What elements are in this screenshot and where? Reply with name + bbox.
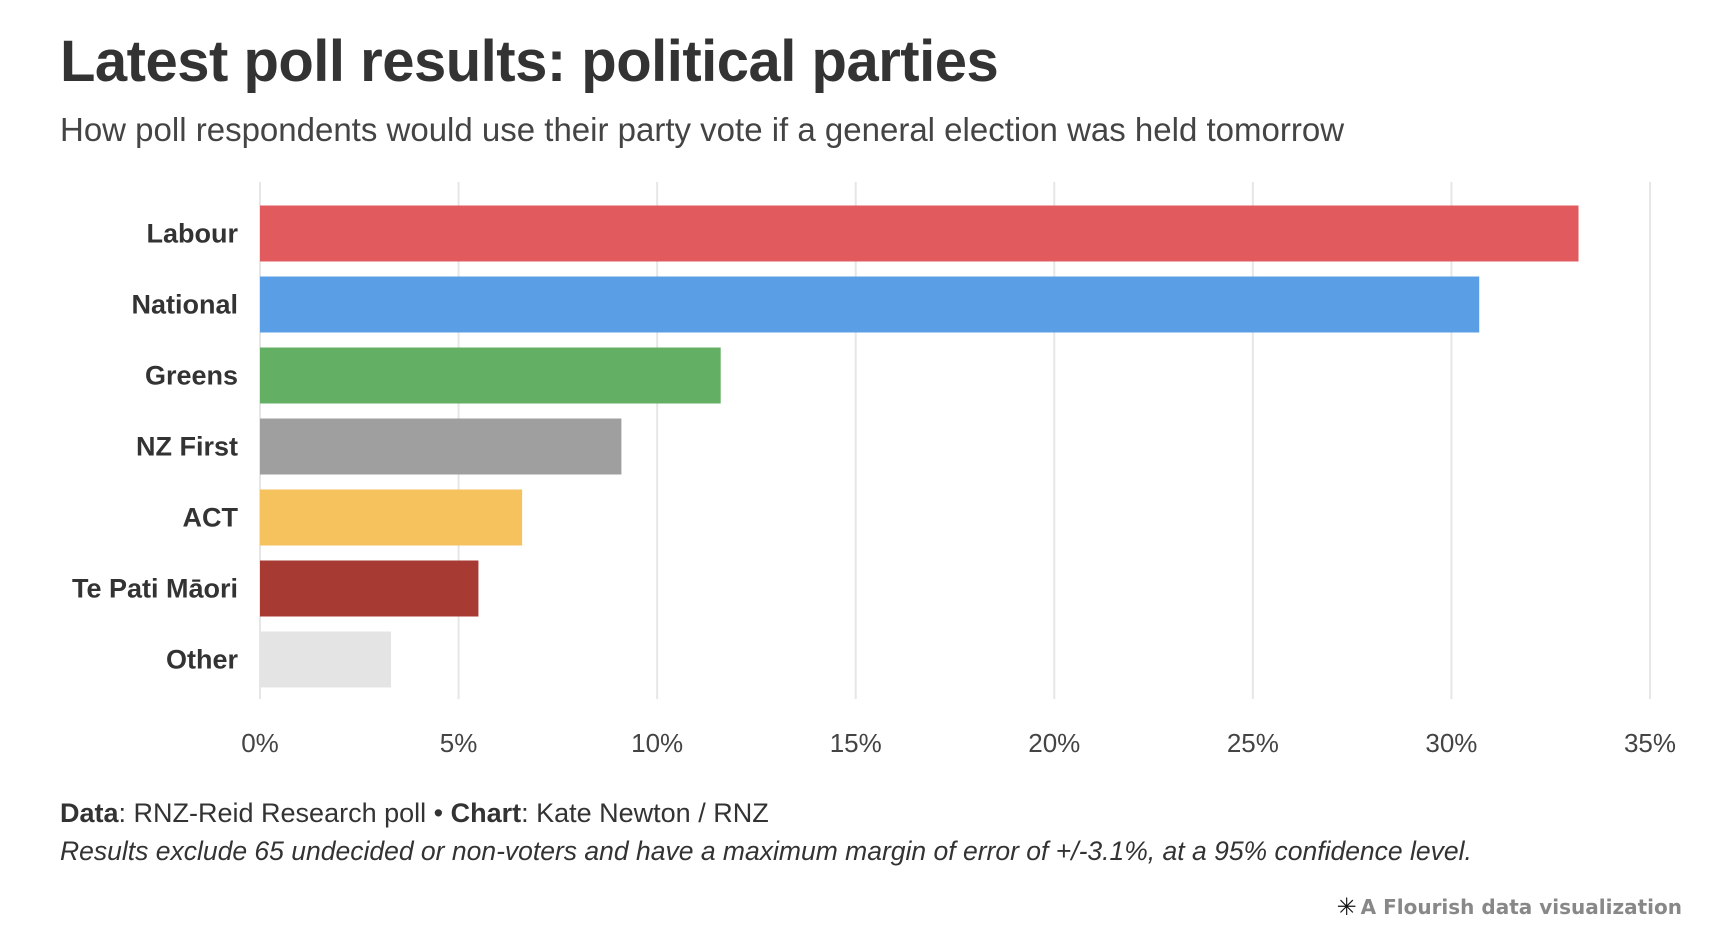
chart-label: Chart (450, 798, 522, 828)
bar-0[interactable] (260, 205, 1579, 262)
tick-label-1: 5% (440, 728, 478, 758)
tick-label-6: 30% (1425, 728, 1477, 758)
footer-note: Results exclude 65 undecided or non-vote… (60, 836, 1472, 866)
bar-3[interactable] (260, 418, 622, 475)
tick-label-2: 10% (631, 728, 683, 758)
tick-label-0: 0% (241, 728, 279, 758)
category-label-1: National (131, 290, 238, 320)
chart-title: Latest poll results: political parties (60, 29, 999, 94)
tick-label-3: 15% (830, 728, 882, 758)
bar-2[interactable] (260, 347, 721, 404)
category-label-2: Greens (145, 361, 238, 391)
category-label-0: Labour (147, 219, 239, 249)
footer-source: Data: RNZ-Reid Research poll • Chart: Ka… (60, 798, 769, 829)
chart-credit-text: : Kate Newton / RNZ (521, 798, 769, 828)
flourish-star-icon: ✳ (1336, 893, 1357, 921)
flourish-credit[interactable]: ✳ A Flourish data visualization (1337, 893, 1682, 921)
category-label-4: ACT (183, 503, 239, 533)
bar-4[interactable] (260, 489, 523, 546)
tick-label-4: 20% (1028, 728, 1080, 758)
category-label-6: Other (166, 645, 239, 675)
bar-1[interactable] (260, 276, 1480, 333)
tick-label-7: 35% (1624, 728, 1676, 758)
chart-subtitle: How poll respondents would use their par… (60, 111, 1345, 148)
category-label-3: NZ First (136, 432, 238, 462)
flourish-credit-text: A Flourish data visualization (1360, 895, 1682, 919)
tick-label-5: 25% (1227, 728, 1279, 758)
bar-5[interactable] (260, 560, 479, 617)
data-text: : RNZ-Reid Research poll • (118, 798, 451, 828)
bar-6[interactable] (260, 631, 392, 688)
bar-chart: Labour National Greens NZ First ACT Te Pati M… (72, 182, 1676, 758)
data-label: Data (60, 798, 119, 828)
category-label-5: Te Pati Māori (72, 574, 238, 604)
